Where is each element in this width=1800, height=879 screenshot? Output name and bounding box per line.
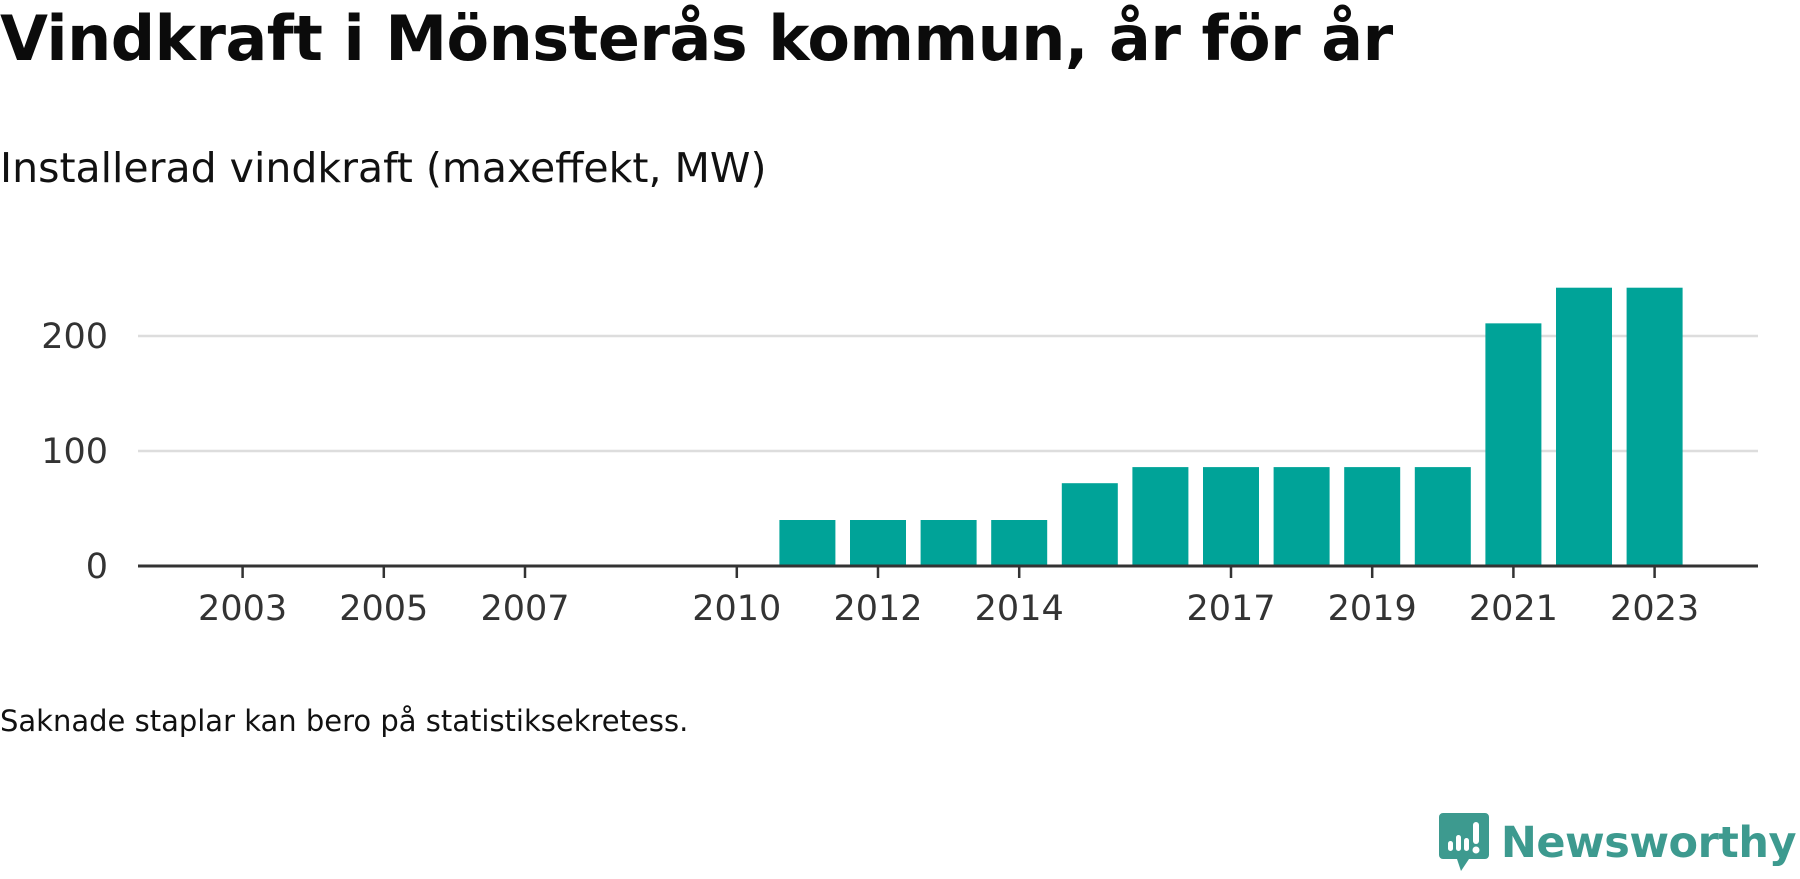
chart-subtitle: Installerad vindkraft (maxeffekt, MW) (0, 144, 767, 192)
bar-2023 (1626, 287, 1683, 566)
y-tick-label-0: 0 (86, 547, 108, 587)
x-tick-label-2017: 2017 (1186, 589, 1275, 629)
brand-name: Newsworthy (1500, 818, 1797, 868)
x-tick-label-2019: 2019 (1328, 589, 1417, 629)
bar-2012 (850, 520, 906, 566)
footnote: Saknade staplar kan bero på statistiksek… (0, 704, 689, 738)
bar-2015 (1061, 483, 1118, 566)
bar-2017 (1203, 467, 1259, 566)
bar-2011 (779, 520, 836, 566)
x-tick-label-2014: 2014 (975, 589, 1064, 629)
page-title: Vindkraft i Mönsterås kommun, år för år (0, 2, 1393, 75)
x-tick-label-2023: 2023 (1610, 589, 1699, 629)
bar-2013 (920, 520, 977, 566)
bar-2020 (1414, 467, 1471, 566)
bar-2021 (1485, 323, 1542, 566)
brand-logo: Newsworthy (1438, 813, 1797, 873)
x-tick-label-2007: 2007 (480, 589, 569, 629)
x-tick-label-2010: 2010 (692, 589, 781, 629)
x-tick-label-2003: 2003 (198, 589, 287, 629)
bar-chart: 0 100 200 2003 2005 2007 2010 2012 2014 2017 2019 2… (41, 287, 1758, 629)
newsworthy-logo-icon (1438, 813, 1489, 871)
x-tick-label-2012: 2012 (833, 589, 922, 629)
y-tick-label-100: 100 (41, 432, 108, 472)
bar-2018 (1273, 467, 1330, 566)
y-tick-label-200: 200 (41, 317, 108, 357)
bar-2019 (1344, 467, 1401, 566)
bar-2016 (1132, 467, 1189, 566)
x-tick-label-2005: 2005 (339, 589, 428, 629)
bar-2014 (991, 520, 1048, 566)
bar-2022 (1556, 287, 1612, 566)
x-tick-label-2021: 2021 (1469, 589, 1558, 629)
